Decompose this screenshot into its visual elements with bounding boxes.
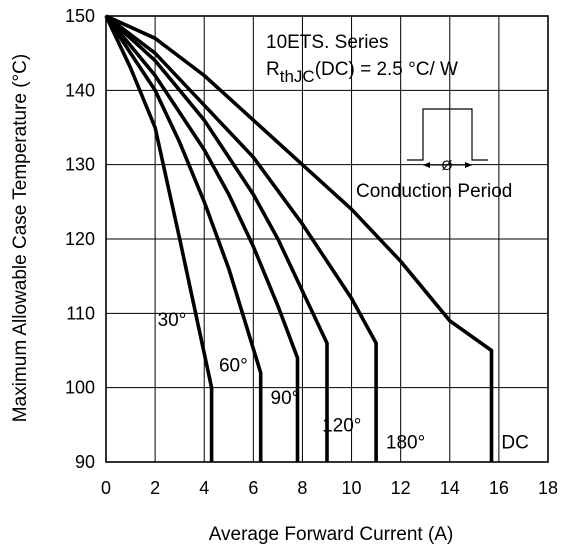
y-tick-label-6: 150 — [65, 6, 95, 26]
conduction-period-label: Conduction Period — [356, 181, 512, 202]
series-line-3 — [104, 14, 329, 462]
y-tick-label-3: 120 — [65, 229, 95, 249]
conduction-period-icon: Ø — [407, 108, 488, 173]
y-axis-title: Maximum Allowable Case Temperature (°C) — [10, 54, 31, 422]
series-line-5 — [105, 14, 494, 462]
x-tick-label-7: 14 — [440, 478, 460, 498]
series-label-2: 90° — [271, 388, 300, 409]
series-label-5: DC — [501, 433, 528, 454]
x-tick-labels: 0 2 4 6 8 10 12 14 16 18 — [101, 478, 558, 498]
series-label-3: 120° — [322, 416, 361, 437]
x-axis-title: Average Forward Current (A) — [209, 524, 454, 545]
series-line-0 — [104, 15, 214, 462]
x-tick-label-4: 8 — [297, 478, 307, 498]
y-tick-labels: 90 100 110 120 130 140 150 — [65, 6, 95, 472]
x-tick-label-2: 4 — [199, 478, 209, 498]
x-tick-label-6: 12 — [391, 478, 411, 498]
series-label-layer: 30° 60° 90° 120° 180° DC — [158, 310, 529, 454]
y-tick-label-5: 140 — [65, 80, 95, 100]
thermal-resistance-label: RthJC(DC) = 2.5 °C/ W — [266, 59, 458, 86]
x-tick-label-8: 16 — [489, 478, 509, 498]
y-tick-label-2: 110 — [66, 303, 95, 323]
y-tick-label-4: 130 — [65, 155, 95, 175]
x-tick-label-9: 18 — [538, 478, 558, 498]
rth-prefix: R — [266, 59, 280, 80]
series-label-1: 60° — [219, 355, 248, 376]
x-tick-label-1: 2 — [150, 478, 160, 498]
x-tick-label-0: 0 — [101, 478, 111, 498]
y-tick-label-0: 90 — [75, 452, 95, 472]
device-series-label: 10ETS. Series — [266, 32, 389, 53]
x-tick-label-3: 6 — [248, 478, 258, 498]
series-label-4: 180° — [386, 433, 425, 454]
phi-symbol: Ø — [442, 157, 453, 173]
series-layer — [104, 14, 494, 462]
y-tick-label-1: 100 — [65, 378, 95, 398]
arrow-left-icon — [423, 162, 430, 168]
series-line-4 — [104, 14, 378, 462]
rth-subscript: thJC — [280, 67, 315, 86]
series-label-0: 30° — [158, 310, 187, 331]
x-tick-label-5: 10 — [342, 478, 362, 498]
series-line-2 — [104, 14, 300, 462]
rth-suffix: (DC) = 2.5 °C/ W — [315, 59, 458, 80]
series-line-1 — [104, 15, 263, 462]
arrow-right-icon — [465, 162, 472, 168]
conduction-pulse-icon — [407, 108, 488, 161]
